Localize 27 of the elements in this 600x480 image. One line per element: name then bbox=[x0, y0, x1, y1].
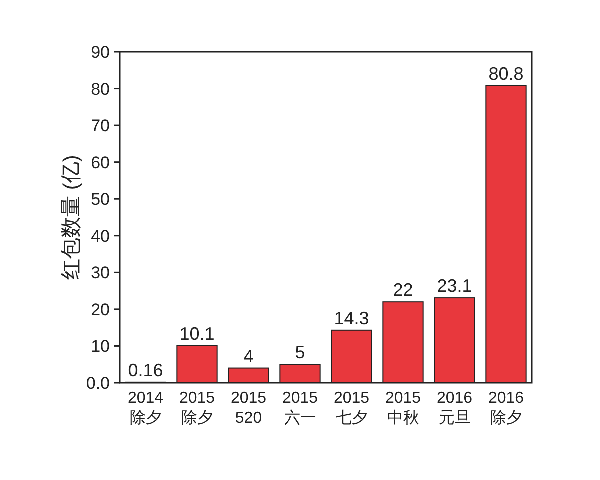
data-label: 23.1 bbox=[437, 276, 472, 296]
data-label: 0.16 bbox=[128, 360, 164, 380]
y-tick-label: 90 bbox=[91, 43, 110, 62]
x-tick-label: 2016 除夕 bbox=[488, 390, 524, 427]
x-tick-label: 2015 除夕 bbox=[179, 390, 216, 427]
y-tick-label: 40 bbox=[91, 226, 110, 246]
x-tick-label: 2014 除夕 bbox=[128, 390, 164, 427]
y-tick-label: 80 bbox=[91, 80, 110, 99]
data-label: 14.3 bbox=[334, 308, 370, 328]
y-tick-label: 20 bbox=[91, 300, 110, 320]
y-tick-label: 10 bbox=[91, 337, 110, 356]
y-tick-label: 30 bbox=[91, 264, 110, 283]
x-tick-label: 2015 中秋 bbox=[385, 390, 422, 427]
data-label: 5 bbox=[295, 342, 306, 363]
x-tick-label: 2015 七夕 bbox=[334, 390, 370, 427]
y-tick-label: 60 bbox=[91, 153, 110, 172]
y-tick-label: 0.0 bbox=[86, 374, 110, 393]
data-label: 4 bbox=[244, 346, 254, 366]
data-label: 10.1 bbox=[180, 324, 215, 344]
y-tick-label: 50 bbox=[91, 190, 110, 210]
data-label: 22 bbox=[393, 280, 414, 300]
x-tick-label: 2015 六一 bbox=[282, 390, 318, 427]
x-tick-label: 2015 520 bbox=[230, 390, 267, 427]
y-tick-label: 70 bbox=[91, 116, 110, 136]
data-label: 80.8 bbox=[488, 64, 524, 84]
x-tick-label: 2016 元旦 bbox=[436, 390, 473, 427]
y-axis-title: 红包数量 (亿) bbox=[60, 155, 83, 280]
